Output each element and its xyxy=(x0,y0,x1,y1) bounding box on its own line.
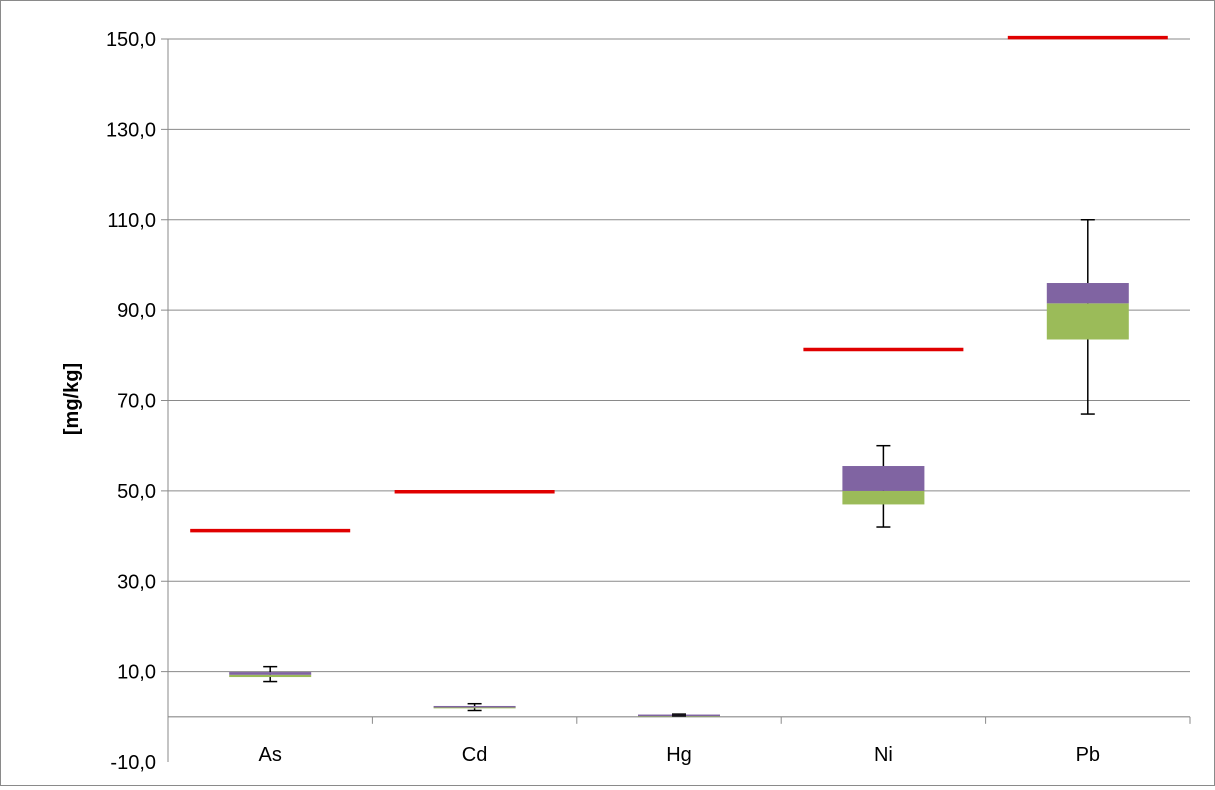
category-label: Cd xyxy=(462,744,488,766)
axes xyxy=(167,39,1191,762)
category-label: Hg xyxy=(666,744,692,766)
y-tick-label: 30,0 xyxy=(117,571,156,593)
box-lower xyxy=(842,490,925,505)
box-hg xyxy=(638,713,720,717)
y-tick-label: 110,0 xyxy=(107,210,156,232)
category-label: Ni xyxy=(874,744,893,766)
labels: 150,0 130,0 110,0 90,0 70,0 50,0 30,0 10,0 -10,0… xyxy=(106,29,1100,774)
y-tick-label: -10,0 xyxy=(110,752,156,774)
box-as xyxy=(229,665,312,683)
box-lower xyxy=(229,674,312,678)
y-tick-label: 90,0 xyxy=(117,300,156,322)
category-label: Pb xyxy=(1076,744,1100,766)
box-lower xyxy=(1046,303,1129,340)
box-pb xyxy=(1046,219,1129,415)
box-upper xyxy=(842,466,925,491)
box-upper xyxy=(433,705,516,708)
y-tick-label: 130,0 xyxy=(106,119,156,141)
box-lower xyxy=(433,706,516,709)
box-upper xyxy=(1046,283,1129,304)
y-tick-label: 70,0 xyxy=(117,391,156,413)
box-cd xyxy=(433,702,516,712)
y-tick-label: 50,0 xyxy=(117,481,156,503)
gridlines xyxy=(161,38,1190,673)
y-axis-title: [mg/kg] xyxy=(61,363,83,435)
limit-lines xyxy=(190,35,1168,533)
y-tick-label: 10,0 xyxy=(117,662,156,684)
box-ni xyxy=(842,444,925,528)
box-upper xyxy=(229,672,312,675)
boxes xyxy=(229,219,1129,717)
y-tick-label: 150,0 xyxy=(106,29,156,51)
category-label: As xyxy=(259,744,282,766)
